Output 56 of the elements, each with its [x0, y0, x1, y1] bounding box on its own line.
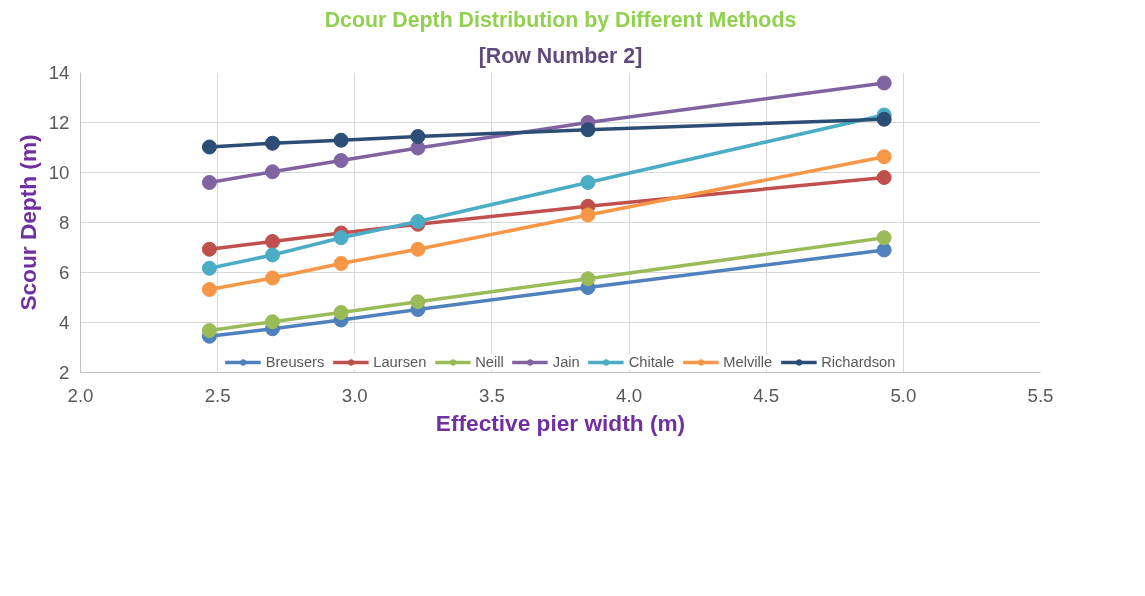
y-tick-label: 2	[59, 362, 70, 383]
point	[265, 247, 280, 263]
point	[201, 282, 217, 297]
point	[201, 241, 217, 257]
point	[265, 164, 280, 180]
point	[580, 122, 596, 138]
point	[876, 111, 892, 127]
point	[876, 242, 892, 258]
point	[580, 271, 596, 287]
legend-label: Richardson	[821, 354, 896, 370]
y-tick-label: 12	[48, 112, 70, 133]
point	[580, 207, 596, 223]
y-tick-label: 14	[48, 62, 70, 83]
point	[265, 234, 280, 249]
point	[876, 170, 892, 185]
point	[410, 241, 426, 257]
x-tick-label: 5.0	[890, 384, 917, 406]
x-tick-label: 5.5	[1027, 384, 1054, 406]
point	[333, 256, 349, 271]
y-tick-label: 4	[59, 312, 70, 333]
y-tick-label: 6	[59, 262, 70, 283]
x-tick-label: 4.0	[616, 384, 643, 406]
legend-label: Melville	[723, 354, 773, 370]
point	[201, 260, 217, 276]
point	[333, 305, 349, 320]
point	[333, 230, 349, 246]
point	[333, 132, 349, 148]
y-tick-label: 10	[48, 162, 70, 183]
chart-subtitle: [Row Number 2]	[478, 43, 643, 68]
chart-title: Dcour Depth Distribution by Different Methods	[324, 7, 797, 32]
point	[876, 230, 892, 246]
point	[876, 149, 892, 165]
legend-label: Chitale	[628, 354, 675, 370]
x-tick-label: 3.5	[478, 384, 505, 406]
point	[333, 153, 349, 168]
point	[201, 175, 217, 190]
point	[265, 270, 280, 286]
point	[410, 129, 426, 144]
point	[201, 323, 217, 338]
point	[201, 139, 217, 155]
x-axis-title: Effective pier width (m)	[435, 409, 686, 436]
point	[265, 135, 280, 151]
y-tick-label: 8	[59, 212, 70, 233]
y-axis-title: Scour Depth (m)	[14, 134, 41, 311]
point	[876, 75, 892, 91]
x-tick-label: 3.0	[341, 384, 368, 406]
point	[410, 294, 426, 310]
legend-label: Jain	[552, 354, 580, 370]
legend-label: Neill	[475, 354, 504, 370]
legend-label: Laursen	[373, 354, 427, 370]
x-tick-label: 4.5	[753, 384, 780, 406]
x-tick-label: 2.5	[204, 384, 231, 406]
point	[265, 314, 280, 330]
x-tick-label: 2.0	[67, 384, 94, 406]
legend-label: Breusers	[265, 354, 325, 370]
point	[580, 175, 596, 190]
